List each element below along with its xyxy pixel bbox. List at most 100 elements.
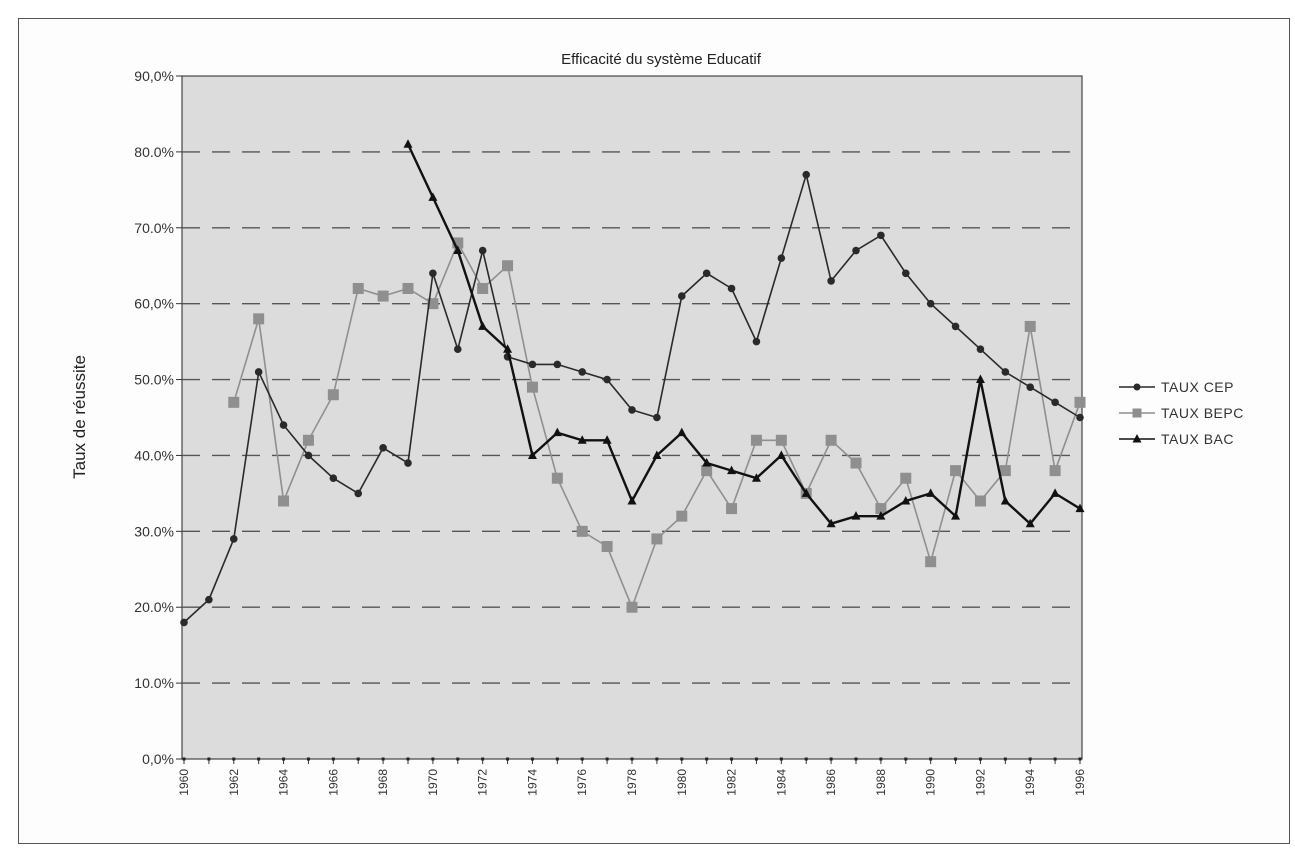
x-tick-label: 1974 xyxy=(525,769,539,796)
grid-lines xyxy=(182,151,1082,684)
data-point xyxy=(1049,465,1061,477)
x-axis-dot xyxy=(854,757,858,761)
data-point xyxy=(576,525,588,537)
data-point xyxy=(228,396,240,408)
data-point xyxy=(278,495,290,507)
x-tick-label: 1986 xyxy=(824,769,838,796)
x-axis-dot xyxy=(506,757,510,761)
data-point xyxy=(775,434,787,446)
legend-item: TAUX CEP xyxy=(1119,379,1233,395)
x-tick-label: 1980 xyxy=(675,769,689,796)
x-axis-dot xyxy=(978,757,982,761)
data-point xyxy=(429,269,437,278)
data-point xyxy=(327,389,339,401)
data-point xyxy=(526,381,538,393)
data-point xyxy=(329,474,338,483)
data-point xyxy=(877,231,885,240)
data-point xyxy=(827,277,835,285)
series-taux-cep xyxy=(180,170,1084,627)
data-point xyxy=(377,290,389,302)
x-tick-label: 1970 xyxy=(426,769,440,796)
x-axis-dot xyxy=(879,757,883,761)
x-axis-dot xyxy=(705,757,709,761)
data-point xyxy=(403,139,413,148)
x-axis-dot xyxy=(754,757,758,761)
data-point xyxy=(578,368,587,376)
chart-frame: Efficacité du système Educatif 0,0% 10.0%… xyxy=(18,18,1290,844)
data-point xyxy=(1025,518,1035,528)
x-axis-dot xyxy=(1003,757,1007,761)
x-tick-label: 1992 xyxy=(973,769,987,796)
x-axis-dot xyxy=(779,757,783,761)
data-point xyxy=(826,518,836,528)
data-point xyxy=(1001,368,1010,376)
x-tick-label: 1972 xyxy=(476,769,490,796)
data-point xyxy=(702,269,711,278)
x-tick-label: 1984 xyxy=(774,769,788,796)
legend-marker xyxy=(1132,434,1142,443)
legend-item: TAUX BAC xyxy=(1119,431,1233,447)
data-point xyxy=(751,473,761,482)
data-point xyxy=(354,489,363,498)
x-tick-label: 1976 xyxy=(575,769,589,796)
data-point xyxy=(901,269,910,278)
x-axis-dot xyxy=(929,757,933,761)
data-point xyxy=(379,444,387,452)
data-point xyxy=(975,374,985,384)
data-point xyxy=(875,503,887,515)
legend-marker xyxy=(1133,383,1141,391)
data-point xyxy=(900,472,912,484)
data-point xyxy=(253,313,265,325)
data-point xyxy=(850,457,862,469)
x-axis-dot xyxy=(804,757,808,761)
data-point xyxy=(950,465,962,477)
data-point xyxy=(777,254,786,262)
data-point xyxy=(352,282,364,294)
data-point xyxy=(453,345,462,354)
data-point xyxy=(602,435,612,444)
data-point xyxy=(601,541,613,553)
data-point xyxy=(876,511,886,520)
data-point xyxy=(926,488,936,497)
x-axis-dot xyxy=(331,757,335,761)
data-point xyxy=(553,360,562,369)
data-point xyxy=(974,495,986,507)
x-axis-dot xyxy=(182,757,186,761)
y-tick-label: 0,0% xyxy=(142,751,174,767)
data-point xyxy=(229,535,238,543)
data-point xyxy=(577,435,587,444)
data-point xyxy=(551,472,563,484)
series-layer xyxy=(180,139,1086,627)
x-tick-label: 1982 xyxy=(725,769,739,796)
x-axis-dot xyxy=(1028,757,1032,761)
data-point xyxy=(527,450,537,459)
y-axis-ticks: 0,0% 10.0% 20.0% 30.0% 40.0% 50.0% 60,0% 70.0% 8… xyxy=(134,68,182,767)
data-point xyxy=(1074,396,1086,408)
line-chart: Efficacité du système Educatif 0,0% 10.0%… xyxy=(70,51,1243,796)
data-point xyxy=(651,533,663,545)
data-point xyxy=(552,427,562,437)
y-tick-label: 10.0% xyxy=(134,675,174,691)
data-point xyxy=(626,601,638,613)
data-point xyxy=(254,368,263,376)
data-point xyxy=(1000,495,1010,505)
chart-title: Efficacité du système Educatif xyxy=(561,51,762,68)
y-tick-label: 40.0% xyxy=(134,447,174,463)
data-point xyxy=(302,434,314,446)
data-point xyxy=(628,406,636,414)
data-point xyxy=(304,451,313,460)
y-tick-label: 90,0% xyxy=(134,68,174,84)
x-axis-dot xyxy=(207,757,211,761)
x-axis-dot xyxy=(730,757,734,761)
data-point xyxy=(1076,413,1084,422)
x-axis-dot xyxy=(630,757,634,761)
data-point xyxy=(180,618,188,627)
x-axis-dot xyxy=(282,757,286,761)
data-point xyxy=(976,345,985,354)
series-line xyxy=(406,143,1081,526)
data-point xyxy=(478,321,488,330)
x-tick-label: 1960 xyxy=(177,769,191,796)
x-tick-label: 1990 xyxy=(924,769,938,796)
x-axis-dot xyxy=(257,757,261,761)
x-axis-dot xyxy=(456,757,460,761)
